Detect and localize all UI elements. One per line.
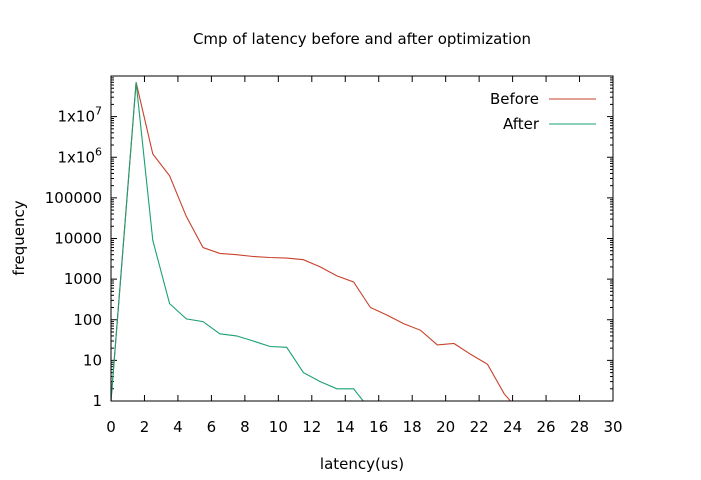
y-tick-label: 100000: [45, 189, 102, 207]
y-tick-label: 100: [73, 311, 102, 329]
y-tick-label: 10: [83, 351, 102, 369]
x-tick-label: 14: [336, 418, 355, 436]
x-tick-label: 26: [537, 418, 556, 436]
x-tick-label: 4: [173, 418, 183, 436]
legend-label-after: After: [503, 115, 540, 133]
x-tick-label: 30: [603, 418, 622, 436]
y-tick-label: 1x106: [57, 145, 102, 166]
y-tick-label: 1x107: [57, 105, 102, 126]
series-line-before: [111, 82, 512, 401]
x-tick-label: 28: [570, 418, 589, 436]
y-axis-label: frequency: [10, 200, 28, 275]
chart-title: Cmp of latency before and after optimiza…: [193, 30, 531, 48]
y-tick-label: 1: [92, 392, 102, 410]
x-tick-label: 20: [436, 418, 455, 436]
x-tick-label: 16: [369, 418, 388, 436]
x-tick-label: 10: [269, 418, 288, 436]
x-tick-label: 12: [302, 418, 321, 436]
y-tick-label: 1000: [64, 270, 102, 288]
x-tick-label: 18: [403, 418, 422, 436]
plot-frame: [110, 75, 614, 402]
x-tick-label: 0: [106, 418, 116, 436]
x-tick-label: 6: [207, 418, 217, 436]
x-tick-label: 24: [503, 418, 522, 436]
x-tick-label: 2: [140, 418, 150, 436]
series-line-after: [111, 82, 364, 401]
x-tick-label: 22: [470, 418, 489, 436]
y-tick-label: 10000: [54, 230, 102, 248]
legend-label-before: Before: [490, 90, 539, 108]
x-axis-label: latency(us): [320, 455, 404, 473]
x-tick-label: 8: [240, 418, 250, 436]
